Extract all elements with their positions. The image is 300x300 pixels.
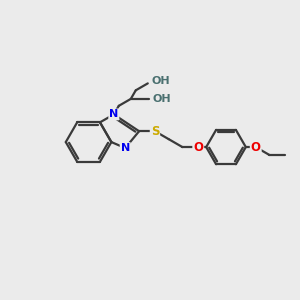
Text: O: O [193,141,203,154]
Text: N: N [109,110,119,119]
Text: S: S [151,125,159,138]
Text: OH: OH [153,94,171,104]
Text: OH: OH [152,76,170,86]
Text: O: O [251,141,261,154]
Text: N: N [121,143,130,153]
